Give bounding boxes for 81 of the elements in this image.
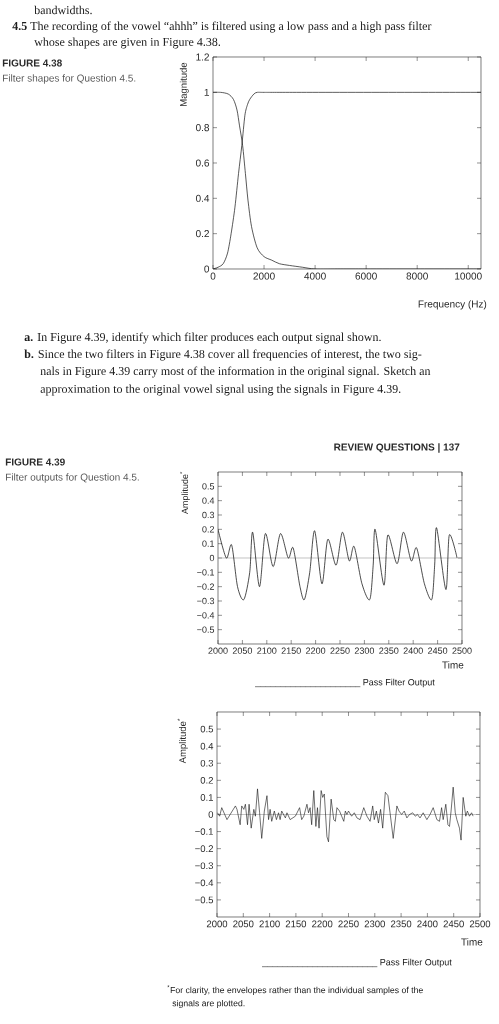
- y-tick-label: 0.1: [200, 794, 213, 801]
- y-tick-label: −0.5: [197, 626, 215, 633]
- y-tick-label: 0.1: [202, 540, 215, 547]
- x-tick-label: 2250: [330, 647, 350, 654]
- text: b. Since the two filters in Figure 4.38 cover all frequencies of interest, the two sig-: [24, 349, 422, 361]
- x-tick-label: 2450: [443, 920, 464, 928]
- y-tick-label: 0.8: [195, 124, 210, 132]
- x-tick-label: 2350: [379, 647, 399, 654]
- y-tick-label: 0: [208, 811, 214, 818]
- x-tick-label: 4000: [304, 272, 326, 280]
- x-tick-label: 8000: [406, 272, 428, 280]
- y-tick-label: 0.5: [200, 725, 214, 733]
- y-tick-label: 0.3: [200, 759, 214, 767]
- x-tick-label: 2050: [232, 647, 253, 654]
- line-series: [218, 527, 458, 600]
- x-tick-label: 2400: [403, 647, 423, 654]
- text: approximation to the original vowel signal using the signals in Figure 4.39.: [40, 384, 401, 396]
- x-tick-label: 2050: [233, 920, 254, 928]
- y-tick-label: 1: [204, 88, 209, 96]
- y-tick-label: 0.6: [195, 159, 210, 167]
- x-axis-title: Time: [461, 938, 483, 946]
- y-tick-label: 0.4: [200, 742, 214, 750]
- text: 4.5 The recording of the vowel “ahhh” is filtered using a low pass and a high pass filter: [12, 21, 432, 33]
- x-tick-label: 2350: [391, 920, 412, 928]
- y-tick-label: −0.4: [197, 612, 215, 619]
- y-tick-label: 0: [209, 554, 215, 562]
- x-axis-title: Frequency (Hz): [418, 300, 487, 310]
- y-tick-label: −0.1: [195, 828, 213, 835]
- y-tick-label: 0.2: [200, 776, 213, 784]
- text: whose shapes are given in Figure 4.38.: [34, 37, 221, 49]
- caption: FIGURE 4.39: [5, 458, 65, 466]
- x-tick-label: 2000: [208, 647, 228, 654]
- text: REVIEW QUESTIONS | 137: [334, 443, 460, 453]
- text: nals in Figure 4.39 carry most of the information in the original signal. Sketch an: [40, 366, 431, 378]
- x-axis-title: Time: [442, 661, 464, 669]
- text: bandwidths.: [34, 5, 92, 15]
- text: $^{*}$For clarity, the envelopes rather than the individual samples of the: [167, 985, 423, 995]
- x-tick-label: 2200: [312, 920, 333, 928]
- y-tick-label: −0.1: [197, 569, 215, 576]
- x-tick-label: 6000: [355, 272, 377, 280]
- y-axis-title: Amplitude$^{*}$: [180, 471, 190, 515]
- y-tick-label: 0.4: [195, 194, 210, 202]
- x-tick-label: 2200: [306, 647, 326, 654]
- text: Filter outputs for Question 4.5.: [6, 473, 139, 483]
- x-tick-label: 10000: [455, 272, 482, 280]
- y-tick-label: −0.3: [195, 862, 214, 870]
- y-tick-label: 1.2: [196, 53, 209, 61]
- text: _______________________ Pass Filter Output: [262, 958, 452, 968]
- x-tick-label: 2150: [285, 920, 307, 928]
- y-tick-label: −0.3: [197, 597, 215, 605]
- x-tick-label: 2500: [452, 647, 472, 654]
- y-tick-label: −0.4: [195, 879, 214, 887]
- y-tick-label: 0: [204, 265, 210, 273]
- x-tick-label: 2100: [257, 647, 277, 654]
- line-series: [217, 786, 474, 843]
- text: signals are plotted.: [172, 999, 245, 1009]
- x-tick-label: 2450: [428, 647, 448, 654]
- y-tick-label: −0.2: [197, 583, 215, 590]
- x-tick-label: 2500: [469, 920, 491, 928]
- y-tick-label: −0.2: [195, 845, 213, 853]
- y-tick-label: 0.2: [195, 230, 209, 238]
- y-axis-title: Magnitude: [179, 62, 189, 106]
- y-tick-label: 0.3: [202, 511, 215, 519]
- y-tick-label: 0.5: [202, 483, 215, 490]
- caption: FIGURE 4.38: [2, 59, 62, 67]
- x-tick-label: 2000: [206, 920, 228, 928]
- text: a. In Figure 4.39, identify which filter produces each output signal shown.: [24, 332, 381, 344]
- x-tick-label: 2300: [354, 647, 375, 654]
- x-tick-label: 2250: [338, 920, 359, 928]
- y-tick-label: −0.5: [195, 896, 214, 904]
- y-tick-label: 0.2: [202, 526, 215, 533]
- x-tick-label: 2300: [364, 920, 385, 928]
- x-tick-label: 2100: [259, 920, 280, 928]
- line-series: [213, 91, 481, 269]
- text: _____________________ Pass Filter Output: [255, 678, 435, 688]
- y-tick-label: 0.4: [202, 497, 215, 504]
- x-tick-label: 2400: [417, 920, 438, 928]
- y-axis-title: Amplitude$^{*}$: [177, 718, 188, 764]
- x-tick-label: 2000: [253, 272, 275, 280]
- x-tick-label: 2150: [281, 647, 301, 654]
- text: Filter shapes for Question 4.5.: [3, 74, 136, 84]
